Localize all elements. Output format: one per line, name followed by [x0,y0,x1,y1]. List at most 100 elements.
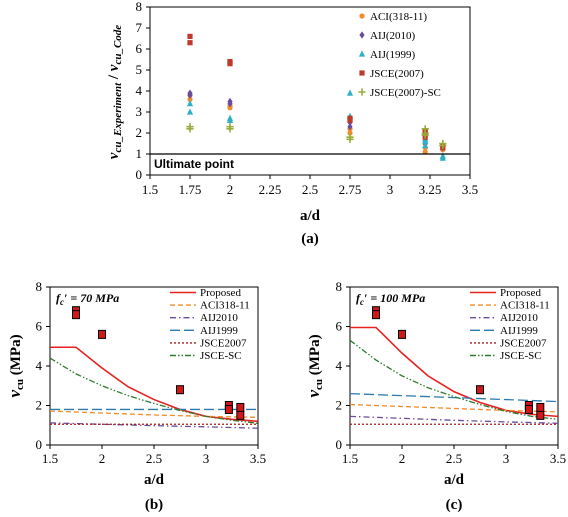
chart-b-line-aij2010 [49,422,259,429]
chart-a-point-aij-2010- [227,97,233,106]
chart-a-point-jsce-2007- [227,61,233,67]
chart-b-ytick-label: 2 [36,398,43,413]
chart-b-legend-label: JSCE2007 [200,337,247,349]
chart-a-point-jsce-2007- [347,115,353,121]
chart-a-legend-label: JSCE(2007) [370,68,424,80]
chart-b-experiment-point [236,402,245,412]
chart-a-point-aci-318-11- [347,130,353,136]
chart-c-experiment-point [536,402,545,412]
chart-c-legend-label: AIJ1999 [500,325,538,337]
chart-a-point-aij-1999- [422,142,429,149]
chart-b-legend-label: ACI318-11 [200,300,250,312]
chart-a-ytick-label: 7 [136,20,143,35]
chart-a-point-aij-1999- [226,114,234,121]
chart-a-xtick-label: 3.5 [462,182,478,197]
chart-b-xtick-label: 2.5 [146,451,162,466]
chart-b-experiment-point [72,310,80,320]
chart-a-ytick-label: 2 [136,125,143,140]
chart-b-legend-label: Proposed [200,287,241,299]
chart-a-xtick-label: 3 [387,182,394,197]
chart-b-xtick-label: 3.5 [250,451,266,466]
ultimate-point-label: Ultimate point [154,157,234,171]
chart-a-point-jsce-2007-sc [226,123,234,131]
chart-c-line-aij1999 [349,393,559,403]
chart-a-point-jsce-2007-sc [439,139,447,148]
chart-b-line-aci318-11 [49,410,259,418]
chart-a-xtick-label: 2.25 [259,182,282,197]
chart-a-point-aij-2010- [187,89,193,97]
chart-b-xtick-label: 2 [99,451,106,466]
chart-a-point-jsce-2007-sc [186,123,194,131]
chart-c: 0 2 4 6 8 1.5 2 2.5 3 3.5 ProposedACI318-11AIJ201… [304,279,566,513]
chart-c-legend-label: Proposed [500,287,541,299]
chart-b-experiment-point [236,410,245,420]
chart-a-point-aij-1999- [186,108,194,115]
chart-b-legend-label: AIJ2010 [200,312,238,324]
chart-c-annotation: fc′ = 100 MPa [356,291,425,307]
chart-b-xtick-label: 1.5 [42,451,58,466]
chart-c-legend: ProposedACI318-11AIJ2010AIJ1999JSCE2007J… [470,287,550,362]
chart-a-panel-label: (a) [301,231,319,247]
chart-a-ytick-label: 3 [136,104,143,119]
chart-a-xtick-label: 2.5 [302,182,318,197]
chart-a-legend-marker [359,70,365,76]
chart-c-ytick-label: 0 [336,437,343,452]
chart-a-ytick-label: 8 [136,0,143,14]
chart-a-point-aij-1999- [439,152,446,159]
chart-c-ytick-label: 4 [336,358,343,373]
chart-a-point-aij-1999- [346,89,354,96]
chart-c-xtick-label: 1.5 [342,451,358,466]
chart-b: 0 2 4 6 8 1.5 2 2.5 3 3.5 ProposedACI318-11AIJ201… [5,279,266,513]
chart-c-line-proposed [350,326,559,418]
chart-c-legend-label: AIJ2010 [500,312,538,324]
chart-a-point-jsce-2007-sc [346,133,354,141]
chart-a-xtick-label: 1.5 [142,182,158,197]
chart-a-ylabel: νcu_Experiment / νcu_Code [106,25,124,160]
chart-c-panel-label: (c) [446,497,463,513]
chart-c-xlabel: a/d [444,472,465,488]
chart-c-line-jsce-sc [349,339,559,420]
chart-c-ytick-label: 8 [336,279,343,294]
chart-a-legend-label: JSCE(2007)-SC [370,87,441,99]
chart-a: 0 1 2 3 4 5 6 7 8 1.5 1.75 2 2.25 2.5 2.75 3 3.25 3.5 Ult… [106,0,478,247]
chart-b-ytick-label: 0 [36,437,43,452]
chart-c-experiment-point [524,404,533,414]
chart-a-point-aij-2010- [347,123,353,131]
chart-b-experiment-point [98,329,106,339]
chart-c-experiment-point [476,385,484,395]
chart-c-experiment-point [372,310,380,320]
chart-a-legend: ACI(318-11) AIJ(2010) AIJ(1999) JSCE(2007) J… [358,11,441,99]
chart-b-ytick-label: 4 [36,358,43,373]
chart-a-xtick-label: 3.25 [419,182,442,197]
chart-b-annotation: fc′ = 70 MPa [56,291,119,307]
chart-c-ytick-label: 2 [336,398,343,413]
chart-a-point-aci-318-11- [187,96,193,102]
chart-a-ytick-label: 0 [136,167,143,182]
chart-b-experiment-point [176,385,184,395]
chart-c-ytick-label: 6 [336,319,343,334]
chart-a-xlabel: a/d [300,208,321,224]
chart-c-legend-label: ACI318-11 [500,300,550,312]
chart-b-panel-label: (b) [145,497,163,513]
chart-c-xtick-label: 3 [503,451,510,466]
chart-a-ytick-label: 5 [136,62,143,77]
chart-a-legend-label: AIJ(1999) [370,49,416,61]
chart-a-ytick-label: 6 [136,41,143,56]
chart-c-xtick-label: 2.5 [446,451,462,466]
chart-b-ytick-label: 8 [36,279,43,294]
chart-c-experiment-point [398,329,406,339]
chart-c-xtick-label: 3.5 [550,451,566,466]
chart-c-line-aij2010 [349,415,559,424]
chart-c-legend-label: JSCE-SC [500,350,542,362]
chart-b-experiment-point [224,404,233,414]
chart-a-ytick-label: 1 [136,146,143,161]
chart-a-legend-label: AIJ(2010) [370,30,416,42]
chart-b-legend: ProposedACI318-11AIJ2010AIJ1999JSCE2007J… [170,287,250,362]
chart-a-plot-area [149,6,471,176]
chart-b-line-jsce-sc [49,357,259,424]
chart-a-point-jsce-2007-sc [421,125,429,133]
chart-b-xtick-label: 3 [203,451,210,466]
chart-a-xtick-label: 2.75 [339,182,362,197]
chart-c-legend-label: JSCE2007 [500,337,547,349]
